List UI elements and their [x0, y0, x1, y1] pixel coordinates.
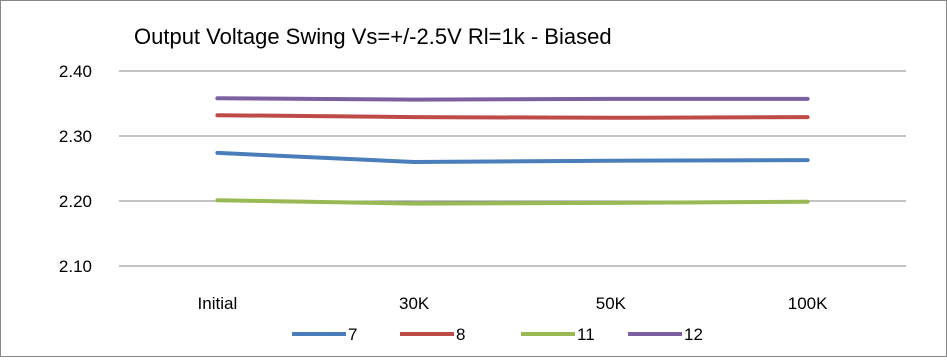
legend-label-12: 12	[684, 325, 703, 344]
y-tick-label: 2.20	[59, 192, 92, 211]
legend-label-8: 8	[456, 325, 465, 344]
series-line-8	[215, 113, 810, 120]
x-tick-label: Initial	[198, 294, 238, 313]
x-axis-ticks: Initial 30K 50K 100K	[198, 294, 829, 313]
legend: 7 8 11 12	[292, 325, 703, 344]
x-tick-label: 30K	[399, 294, 430, 313]
x-tick-label: 50K	[596, 294, 627, 313]
series-line-7	[215, 150, 810, 164]
x-tick-label: 100K	[788, 294, 828, 313]
series-lines	[215, 96, 810, 206]
series-line-11	[215, 198, 810, 206]
y-tick-label: 2.40	[59, 62, 92, 81]
y-axis-ticks: 2.10 2.20 2.30 2.40	[59, 62, 92, 276]
series-line-12	[215, 96, 810, 102]
y-tick-label: 2.10	[59, 257, 92, 276]
y-tick-label: 2.30	[59, 127, 92, 146]
legend-label-7: 7	[348, 325, 357, 344]
legend-label-11: 11	[577, 325, 595, 344]
chart-title: Output Voltage Swing Vs=+/-2.5V Rl=1k - …	[134, 24, 612, 49]
